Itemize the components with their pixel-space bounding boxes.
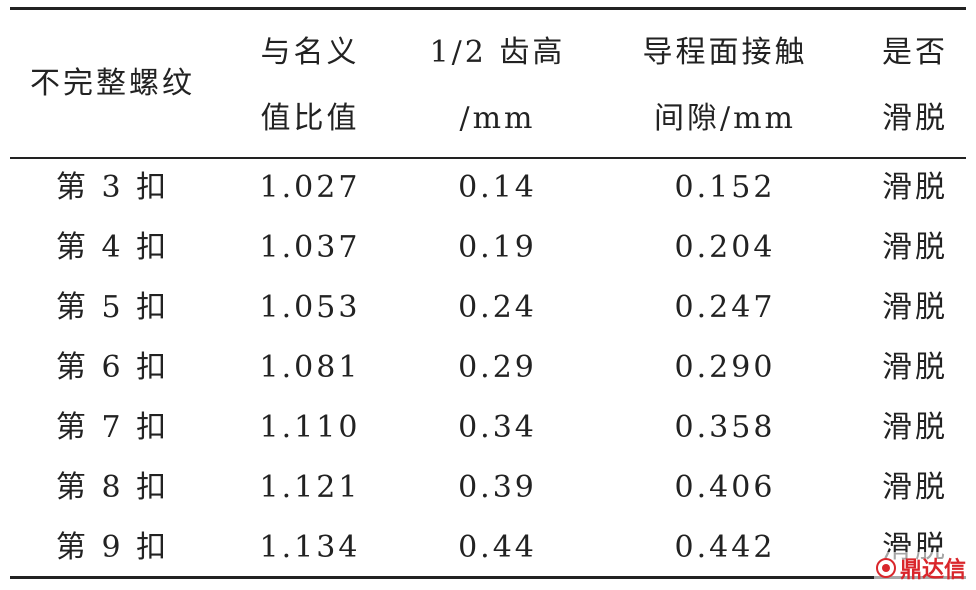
- table-row: 第 3 扣 1.027 0.14 0.152 滑脱: [0, 158, 976, 218]
- brand-logo-icon: [875, 558, 896, 578]
- slip-status-cell: 滑脱: [882, 410, 948, 445]
- half-tooth-height-cell: 0.39: [458, 470, 537, 505]
- thread-turn-cell: 第 6 扣: [55, 350, 170, 385]
- contact-gap-cell: 0.204: [674, 230, 776, 265]
- contact-gap-cell: 0.152: [674, 170, 776, 205]
- thread-turn-cell: 第 7 扣: [55, 410, 170, 445]
- table-row: 第 8 扣 1.121 0.39 0.406 滑脱: [0, 458, 976, 518]
- thread-turn-cell: 第 9 扣: [55, 530, 170, 565]
- header-cell-ratio: 与名义 值比值: [260, 35, 360, 136]
- thread-turn-cell: 第 3 扣: [55, 170, 170, 205]
- table-row: 第 5 扣 1.053 0.24 0.247 滑脱: [0, 278, 976, 338]
- table-row: 第 9 扣 1.134 0.44 0.442 滑脱: [0, 518, 976, 578]
- header-cell-half-tooth-height: 1/2 齿高 /mm: [429, 35, 566, 136]
- contact-gap-cell: 0.442: [674, 530, 776, 565]
- half-tooth-height-cell: 0.34: [458, 410, 537, 445]
- half-tooth-height-cell: 0.24: [458, 290, 537, 325]
- slip-status-cell: 滑脱: [882, 470, 948, 505]
- ratio-cell: 1.053: [259, 290, 361, 325]
- watermark-text: 鼎达信: [899, 558, 966, 583]
- ratio-cell: 1.081: [259, 350, 361, 385]
- header-cell-slip-off: 是否 滑脱: [882, 35, 948, 136]
- table-bottom-rule: [10, 576, 966, 579]
- ratio-cell: 1.110: [259, 410, 361, 445]
- slip-status-cell: 滑脱: [882, 290, 948, 325]
- contact-gap-cell: 0.247: [674, 290, 776, 325]
- half-tooth-height-cell: 0.44: [458, 530, 537, 565]
- thread-turn-cell: 第 4 扣: [55, 230, 170, 265]
- ratio-cell: 1.134: [259, 530, 361, 565]
- slip-status-cell: 滑脱: [882, 170, 948, 205]
- half-tooth-height-cell: 0.19: [458, 230, 537, 265]
- slip-status-cell: 滑脱: [882, 230, 948, 265]
- header-cell-incomplete-thread: 不完整螺纹: [30, 66, 195, 101]
- watermark-logo: 鼎达信: [873, 552, 968, 584]
- table-row: 第 4 扣 1.037 0.19 0.204 滑脱: [0, 218, 976, 278]
- header-cell-lead-face-gap: 导程面接触 间隙/mm: [642, 35, 808, 136]
- thread-turn-cell: 第 8 扣: [55, 470, 170, 505]
- contact-gap-cell: 0.290: [674, 350, 776, 385]
- slip-status-cell: 滑脱: [882, 350, 948, 385]
- table-top-rule: [10, 7, 966, 10]
- contact-gap-cell: 0.358: [674, 410, 776, 445]
- contact-gap-cell: 0.406: [674, 470, 776, 505]
- half-tooth-height-cell: 0.29: [458, 350, 537, 385]
- half-tooth-height-cell: 0.14: [458, 170, 537, 205]
- ratio-cell: 1.121: [259, 470, 361, 505]
- table-row: 第 7 扣 1.110 0.34 0.358 滑脱: [0, 398, 976, 458]
- ratio-cell: 1.037: [259, 230, 361, 265]
- table-header-rule: [10, 157, 966, 159]
- table-row: 第 6 扣 1.081 0.29 0.290 滑脱: [0, 338, 976, 398]
- thread-turn-cell: 第 5 扣: [55, 290, 170, 325]
- ratio-cell: 1.027: [259, 170, 361, 205]
